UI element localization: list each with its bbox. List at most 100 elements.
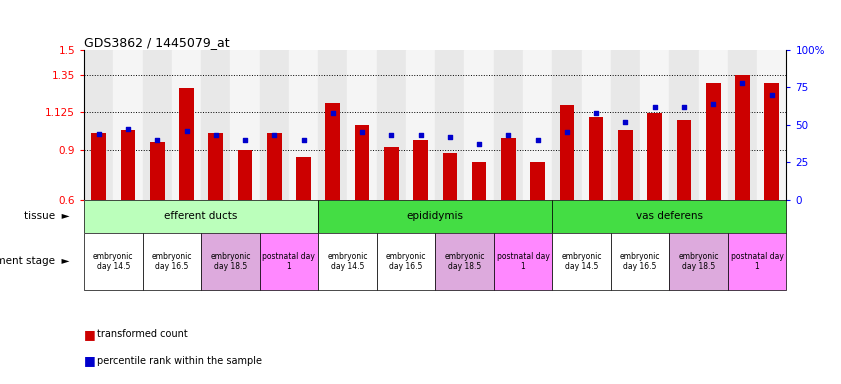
Bar bbox=[120, 130, 135, 200]
Bar bbox=[581, 50, 611, 200]
Point bbox=[443, 134, 457, 140]
Bar bbox=[377, 233, 436, 290]
Text: percentile rank within the sample: percentile rank within the sample bbox=[97, 356, 262, 366]
Bar bbox=[442, 153, 458, 200]
Bar bbox=[494, 233, 553, 290]
Text: vas deferens: vas deferens bbox=[636, 212, 703, 222]
Text: GDS3862 / 1445079_at: GDS3862 / 1445079_at bbox=[84, 36, 230, 49]
Bar bbox=[150, 142, 165, 200]
Text: embryonic
day 16.5: embryonic day 16.5 bbox=[620, 252, 660, 271]
Point bbox=[619, 119, 632, 125]
Text: embryonic
day 14.5: embryonic day 14.5 bbox=[561, 252, 602, 271]
Bar bbox=[611, 233, 669, 290]
Bar bbox=[84, 233, 143, 290]
Bar bbox=[143, 233, 201, 290]
Point bbox=[121, 126, 135, 132]
Bar bbox=[325, 103, 340, 200]
Point bbox=[560, 129, 574, 136]
Bar bbox=[677, 120, 691, 200]
Bar bbox=[92, 133, 106, 200]
Bar bbox=[230, 50, 260, 200]
Bar bbox=[143, 50, 172, 200]
Bar bbox=[179, 88, 193, 200]
Bar bbox=[318, 50, 347, 200]
Bar bbox=[260, 50, 289, 200]
Point bbox=[326, 110, 340, 116]
Text: embryonic
day 14.5: embryonic day 14.5 bbox=[93, 252, 134, 271]
Point bbox=[677, 104, 690, 110]
Bar bbox=[347, 50, 377, 200]
Point bbox=[473, 141, 486, 147]
Point bbox=[238, 137, 251, 143]
Bar bbox=[201, 50, 230, 200]
Text: postnatal day
1: postnatal day 1 bbox=[262, 252, 315, 271]
Bar bbox=[640, 50, 669, 200]
Text: embryonic
day 16.5: embryonic day 16.5 bbox=[386, 252, 426, 271]
Bar bbox=[757, 50, 786, 200]
Bar bbox=[531, 162, 545, 200]
Bar bbox=[267, 133, 282, 200]
Bar bbox=[413, 140, 428, 200]
Bar bbox=[201, 233, 260, 290]
Point bbox=[209, 132, 223, 139]
Bar bbox=[114, 50, 143, 200]
Text: postnatal day
1: postnatal day 1 bbox=[496, 252, 549, 271]
Point bbox=[648, 104, 661, 110]
Point bbox=[531, 137, 544, 143]
Bar bbox=[648, 113, 662, 200]
Bar bbox=[669, 50, 699, 200]
Point bbox=[501, 132, 515, 139]
Bar bbox=[472, 162, 486, 200]
Text: ■: ■ bbox=[84, 354, 96, 367]
Bar bbox=[172, 50, 201, 200]
Bar bbox=[559, 105, 574, 200]
Text: epididymis: epididymis bbox=[407, 212, 463, 222]
Bar bbox=[553, 233, 611, 290]
Point bbox=[92, 131, 105, 137]
Bar bbox=[209, 133, 223, 200]
Bar bbox=[523, 50, 553, 200]
Bar bbox=[406, 50, 436, 200]
Text: embryonic
day 14.5: embryonic day 14.5 bbox=[327, 252, 368, 271]
Bar bbox=[296, 157, 311, 200]
Bar bbox=[589, 117, 604, 200]
Point bbox=[356, 129, 369, 136]
Bar bbox=[355, 125, 369, 200]
Bar bbox=[238, 150, 252, 200]
Bar bbox=[384, 147, 399, 200]
Bar bbox=[436, 233, 494, 290]
Bar bbox=[464, 50, 494, 200]
Text: embryonic
day 18.5: embryonic day 18.5 bbox=[210, 252, 251, 271]
Point bbox=[297, 137, 310, 143]
Text: transformed count: transformed count bbox=[97, 329, 188, 339]
Bar bbox=[727, 233, 786, 290]
Text: postnatal day
1: postnatal day 1 bbox=[731, 252, 784, 271]
Bar bbox=[436, 50, 464, 200]
Bar bbox=[727, 50, 757, 200]
Point bbox=[414, 132, 427, 139]
Bar bbox=[611, 50, 640, 200]
Bar bbox=[318, 233, 377, 290]
Bar bbox=[377, 50, 406, 200]
Point bbox=[151, 137, 164, 143]
Bar bbox=[764, 83, 779, 200]
Point bbox=[706, 101, 720, 107]
Point bbox=[180, 128, 193, 134]
Point bbox=[267, 132, 281, 139]
Bar bbox=[669, 233, 727, 290]
Bar bbox=[618, 130, 632, 200]
Bar bbox=[84, 200, 318, 233]
Text: embryonic
day 18.5: embryonic day 18.5 bbox=[444, 252, 484, 271]
Bar bbox=[84, 50, 114, 200]
Text: development stage  ►: development stage ► bbox=[0, 257, 70, 266]
Text: embryonic
day 16.5: embryonic day 16.5 bbox=[151, 252, 192, 271]
Point bbox=[384, 132, 398, 139]
Point bbox=[590, 110, 603, 116]
Bar bbox=[494, 50, 523, 200]
Bar bbox=[318, 200, 553, 233]
Point bbox=[765, 92, 779, 98]
Bar bbox=[735, 75, 750, 200]
Bar bbox=[553, 200, 786, 233]
Text: ■: ■ bbox=[84, 328, 96, 341]
Bar bbox=[553, 50, 581, 200]
